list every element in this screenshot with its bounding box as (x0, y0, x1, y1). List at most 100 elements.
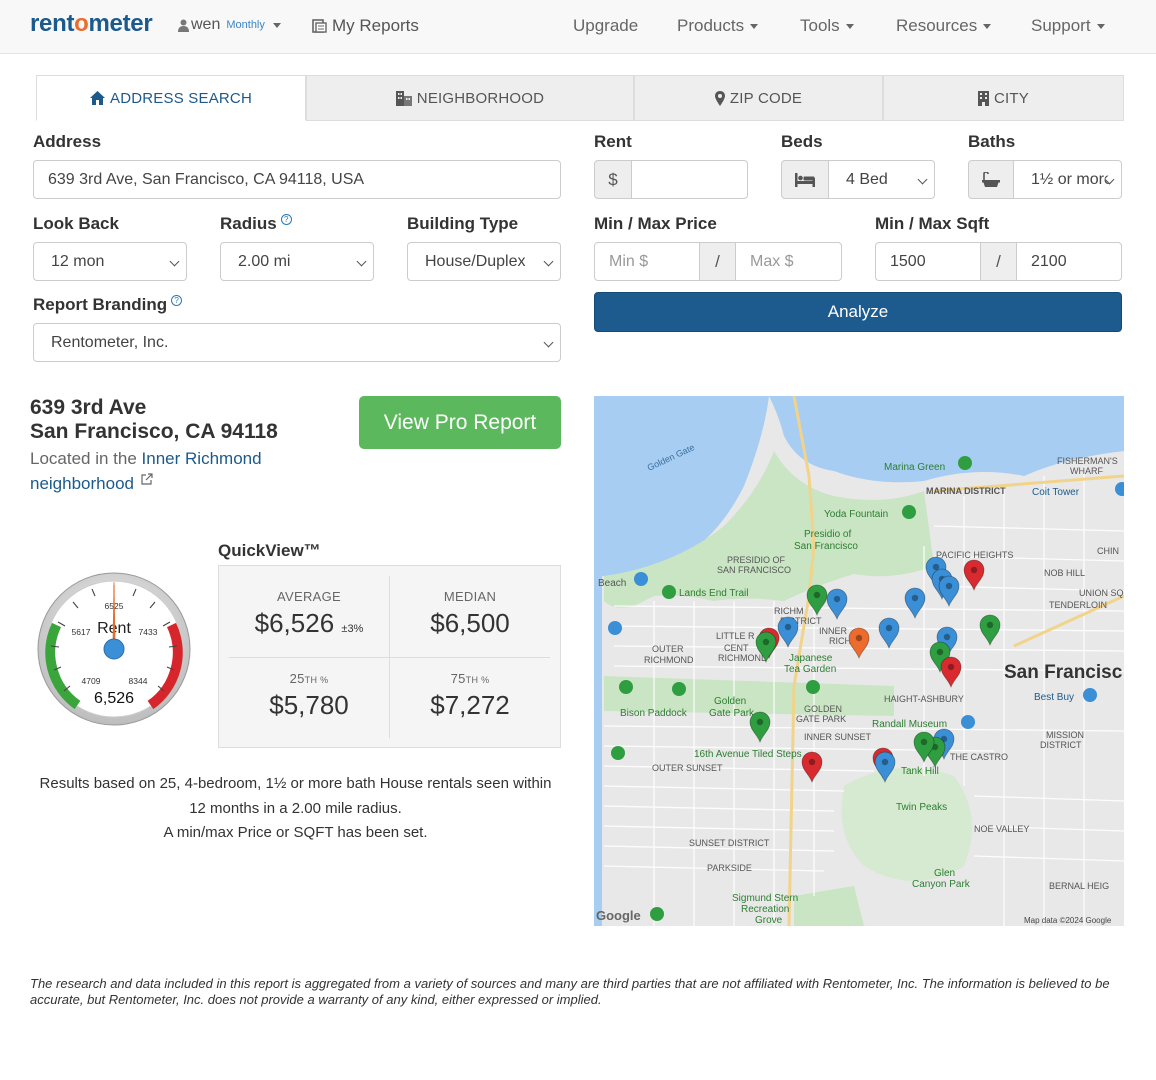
address-input[interactable]: 639 3rd Ave, San Francisco, CA 94118, US… (33, 160, 561, 199)
building-type-select[interactable]: House/Duplex (407, 242, 561, 281)
p75-stat: 75TH % $7,272 (430, 671, 510, 720)
neighborhood-link[interactable]: Inner Richmond neighborhood (30, 449, 262, 493)
max-sqft-input[interactable]: 2100 (1016, 242, 1122, 281)
comparable-pin[interactable] (940, 656, 962, 689)
comparable-pin[interactable] (963, 559, 985, 592)
rent-label: Rent (594, 132, 632, 151)
result-street: 639 3rd Ave (30, 396, 147, 419)
comparable-pin[interactable] (904, 587, 926, 620)
svg-text:Tea Garden: Tea Garden (784, 664, 836, 675)
map-canvas[interactable]: Golden Gate Marina Green FISHERMAN'S WHA… (594, 396, 1124, 926)
bed-addon (781, 160, 829, 199)
result-city: San Francisco, CA 94118 (30, 420, 278, 443)
user-menu[interactable]: wen Monthly (178, 16, 281, 34)
comparable-pin[interactable] (755, 631, 777, 664)
lookback-select[interactable]: 12 mon (33, 242, 187, 281)
svg-text:Grove: Grove (755, 915, 783, 926)
map-marker-icon (714, 90, 725, 106)
price-slash: / (699, 242, 736, 281)
building-type-label: Building Type (407, 214, 519, 233)
baths-select[interactable]: 1½ or more (1013, 160, 1122, 199)
comparable-pin[interactable] (878, 617, 900, 650)
svg-text:LITTLE R: LITTLE R (716, 631, 755, 641)
pin-center-dot (833, 595, 841, 603)
products-menu[interactable]: Products (677, 16, 759, 36)
tab-neighborhood[interactable]: NEIGHBORHOOD (306, 75, 634, 121)
view-pro-report-button[interactable]: View Pro Report (359, 396, 561, 449)
radius-select[interactable]: 2.00 mi (220, 242, 374, 281)
svg-text:Recreation: Recreation (741, 904, 789, 915)
bed-icon (795, 172, 815, 187)
help-icon[interactable]: ? (171, 295, 183, 306)
tools-menu[interactable]: Tools (800, 16, 854, 36)
chevron-down-icon (750, 23, 759, 29)
pin-center-dot (881, 758, 889, 766)
report-branding-select[interactable]: Rentometer, Inc. (33, 323, 561, 362)
svg-text:RICHMOND: RICHMOND (718, 653, 768, 663)
upgrade-link[interactable]: Upgrade (573, 16, 639, 35)
support-menu[interactable]: Support (1031, 16, 1105, 36)
navbar: rentometer wen Monthly My Reports Upgrad… (0, 0, 1156, 54)
radius-label: Radius? (220, 214, 292, 234)
pin-center-dot (943, 633, 951, 641)
svg-text:Japanese: Japanese (789, 653, 833, 664)
comparable-pin[interactable] (806, 584, 828, 617)
bath-addon (968, 160, 1014, 199)
svg-text:Map data ©2024 Google: Map data ©2024 Google (1024, 916, 1112, 925)
analyze-button[interactable]: Analyze (594, 292, 1122, 332)
address-label: Address (33, 132, 102, 151)
bathtub-icon (982, 171, 1000, 187)
help-icon[interactable]: ? (280, 214, 292, 225)
pin-center-dot (762, 638, 770, 646)
pin-center-dot (936, 648, 944, 656)
tab-city[interactable]: CITY (883, 75, 1124, 121)
comparables-map[interactable]: Golden Gate Marina Green FISHERMAN'S WHA… (594, 396, 1124, 926)
lookback-label: Look Back (33, 214, 119, 233)
comparable-pin[interactable] (826, 588, 848, 621)
svg-text:Glen: Glen (934, 868, 955, 879)
tab-zip-code[interactable]: ZIP CODE (634, 75, 883, 121)
comparable-pin[interactable] (749, 711, 771, 744)
my-reports-link[interactable]: My Reports (312, 16, 419, 36)
svg-text:Bison Paddock: Bison Paddock (620, 708, 688, 719)
svg-text:Google: Google (596, 908, 641, 923)
quickview-panel: AVERAGE $6,526 ±3% MEDIAN $6,500 25TH % … (218, 565, 561, 748)
comparable-pin[interactable] (777, 616, 799, 649)
rentometer-logo[interactable]: rentometer (30, 10, 153, 37)
subject-property-pin[interactable] (848, 627, 870, 660)
svg-text:San Francisc: San Francisc (1004, 662, 1123, 683)
svg-text:DISTRICT: DISTRICT (780, 616, 822, 626)
comparable-pin[interactable] (913, 731, 935, 764)
svg-text:SAN FRANCISCO: SAN FRANCISCO (717, 565, 791, 575)
resources-menu[interactable]: Resources (896, 16, 992, 36)
comparable-pin[interactable] (938, 575, 960, 608)
max-price-input[interactable]: Max $ (735, 242, 842, 281)
rent-input[interactable] (631, 160, 748, 199)
external-link-icon[interactable] (141, 473, 153, 485)
svg-text:OUTER SUNSET: OUTER SUNSET (652, 763, 723, 773)
pin-center-dot (855, 634, 863, 642)
comparable-pin[interactable] (979, 614, 1001, 647)
chevron-down-icon (1096, 23, 1105, 29)
min-sqft-input[interactable]: 1500 (875, 242, 981, 281)
gauge-value: 6,526 (94, 690, 134, 707)
tab-address-search[interactable]: ADDRESS SEARCH (36, 75, 306, 121)
pin-center-dot (932, 563, 940, 571)
min-price-input[interactable]: Min $ (594, 242, 700, 281)
svg-text:HAIGHT-ASHBURY: HAIGHT-ASHBURY (884, 694, 964, 704)
svg-text:Marina Green: Marina Green (884, 462, 945, 473)
svg-text:NOE VALLEY: NOE VALLEY (974, 824, 1029, 834)
beds-select[interactable]: 4 Bed (828, 160, 935, 199)
comparable-pin[interactable] (801, 751, 823, 784)
comparable-pin[interactable] (874, 751, 896, 784)
svg-text:Tank Hill: Tank Hill (901, 766, 939, 777)
chevron-down-icon (272, 22, 281, 28)
reports-icon (312, 19, 327, 33)
svg-text:CHIN: CHIN (1097, 546, 1119, 556)
svg-text:CENT: CENT (724, 643, 749, 653)
svg-text:DISTRICT: DISTRICT (1040, 740, 1082, 750)
comparable-pins[interactable] (749, 556, 1001, 784)
chevron-down-icon (845, 23, 854, 29)
svg-text:Beach: Beach (598, 578, 626, 589)
svg-text:MISSION: MISSION (1046, 730, 1084, 740)
